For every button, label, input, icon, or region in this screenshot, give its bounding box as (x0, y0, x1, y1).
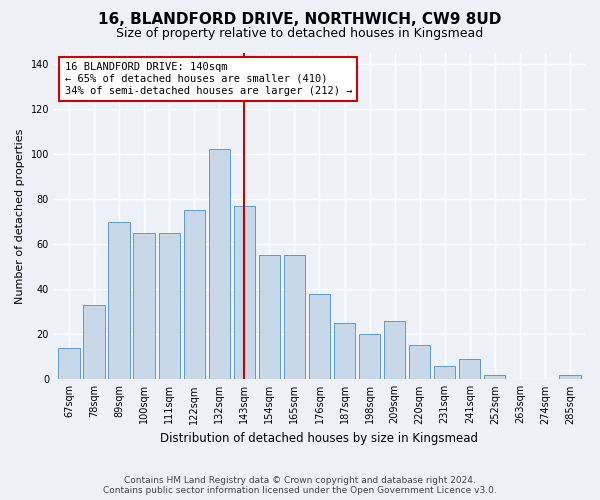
Bar (359, 334, 380, 380)
X-axis label: Distribution of detached houses by size in Kingsmead: Distribution of detached houses by size … (160, 432, 478, 445)
Bar (559, 375, 581, 380)
Bar (158, 233, 180, 380)
Bar (309, 294, 330, 380)
Bar (334, 323, 355, 380)
Bar (184, 210, 205, 380)
Bar (434, 366, 455, 380)
Bar (259, 256, 280, 380)
Bar (109, 222, 130, 380)
Text: 16, BLANDFORD DRIVE, NORTHWICH, CW9 8UD: 16, BLANDFORD DRIVE, NORTHWICH, CW9 8UD (98, 12, 502, 28)
Bar (209, 150, 230, 380)
Text: Contains HM Land Registry data © Crown copyright and database right 2024.
Contai: Contains HM Land Registry data © Crown c… (103, 476, 497, 495)
Bar (459, 359, 481, 380)
Bar (484, 375, 505, 380)
Bar (384, 320, 405, 380)
Bar (83, 305, 104, 380)
Bar (58, 348, 80, 380)
Bar (284, 256, 305, 380)
Text: 16 BLANDFORD DRIVE: 140sqm
← 65% of detached houses are smaller (410)
34% of sem: 16 BLANDFORD DRIVE: 140sqm ← 65% of deta… (65, 62, 352, 96)
Bar (409, 346, 430, 380)
Bar (233, 206, 255, 380)
Bar (133, 233, 155, 380)
Y-axis label: Number of detached properties: Number of detached properties (15, 128, 25, 304)
Text: Size of property relative to detached houses in Kingsmead: Size of property relative to detached ho… (116, 28, 484, 40)
